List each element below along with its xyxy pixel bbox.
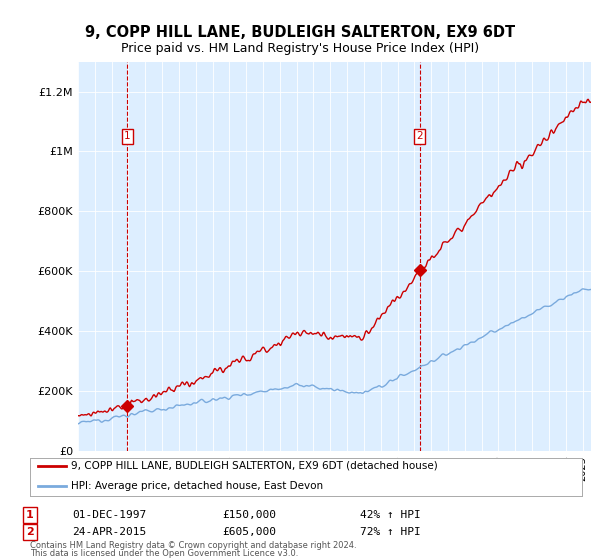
Text: 42% ↑ HPI: 42% ↑ HPI	[360, 510, 421, 520]
Text: 24-APR-2015: 24-APR-2015	[72, 527, 146, 537]
Text: 01-DEC-1997: 01-DEC-1997	[72, 510, 146, 520]
Text: £605,000: £605,000	[222, 527, 276, 537]
Text: 9, COPP HILL LANE, BUDLEIGH SALTERTON, EX9 6DT (detached house): 9, COPP HILL LANE, BUDLEIGH SALTERTON, E…	[71, 461, 438, 471]
Text: 1: 1	[26, 510, 34, 520]
Text: Price paid vs. HM Land Registry's House Price Index (HPI): Price paid vs. HM Land Registry's House …	[121, 42, 479, 55]
Text: This data is licensed under the Open Government Licence v3.0.: This data is licensed under the Open Gov…	[30, 549, 298, 558]
Text: 9, COPP HILL LANE, BUDLEIGH SALTERTON, EX9 6DT: 9, COPP HILL LANE, BUDLEIGH SALTERTON, E…	[85, 25, 515, 40]
Text: 2: 2	[416, 132, 423, 142]
Text: 2: 2	[26, 527, 34, 537]
Text: 72% ↑ HPI: 72% ↑ HPI	[360, 527, 421, 537]
Text: Contains HM Land Registry data © Crown copyright and database right 2024.: Contains HM Land Registry data © Crown c…	[30, 541, 356, 550]
Text: £150,000: £150,000	[222, 510, 276, 520]
Text: HPI: Average price, detached house, East Devon: HPI: Average price, detached house, East…	[71, 481, 323, 491]
Text: 1: 1	[124, 132, 130, 142]
